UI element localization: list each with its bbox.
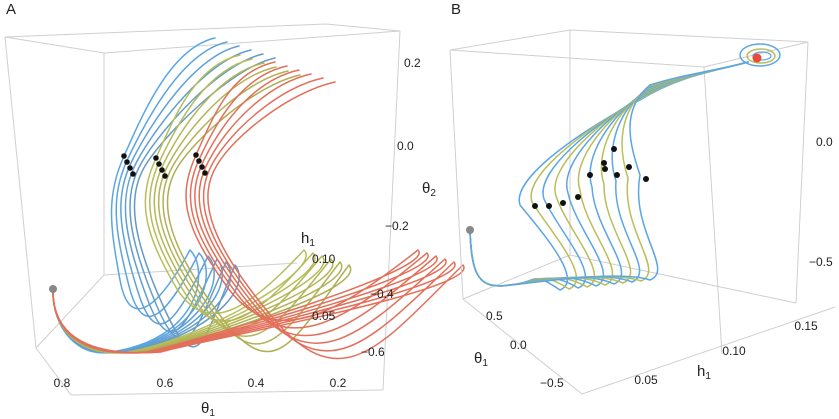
data-point — [546, 203, 552, 209]
data-point — [162, 173, 168, 179]
panel-b-theta1-ticks: 0.5 0.0 −0.5 — [486, 309, 564, 390]
data-point — [121, 153, 127, 159]
series-line — [52, 81, 465, 360]
data-point — [601, 160, 607, 166]
panel-b: B 0.0 −0.5 0.05 0.10 0.1 — [449, 1, 836, 395]
data-point — [643, 176, 649, 182]
tick-label: 0.5 — [486, 309, 503, 323]
panel-b-theta2-ticks: 0.0 −0.5 — [809, 135, 833, 269]
data-point — [614, 172, 620, 178]
panel-a-theta2-label: θ2 — [422, 180, 436, 199]
data-point — [587, 172, 593, 178]
panel-a-points — [121, 152, 208, 179]
panel-b-h1-label: h1 — [697, 363, 711, 382]
series-line — [469, 61, 749, 287]
tick-label: 0.15 — [794, 319, 818, 333]
series-line — [52, 53, 264, 354]
panel-a-label: A — [6, 1, 16, 18]
data-point — [602, 166, 608, 172]
panel-a-start-marker — [49, 285, 57, 293]
series-line — [469, 61, 749, 287]
tick-label: −0.5 — [809, 255, 833, 269]
tick-label: 0.0 — [816, 135, 833, 149]
data-point — [127, 165, 133, 171]
tick-label: 0.8 — [54, 376, 71, 390]
data-point — [153, 155, 159, 161]
data-point — [575, 194, 581, 200]
data-point — [124, 159, 130, 165]
panel-a-theta2-ticks: 0.2 0.0 −0.2 −0.4 −0.6 — [361, 56, 421, 359]
tick-label: 0.2 — [330, 376, 347, 390]
series-line — [469, 61, 749, 287]
data-point — [199, 164, 205, 170]
data-point — [202, 170, 208, 176]
tick-label: 0.10 — [722, 344, 746, 358]
tick-label: −0.6 — [361, 345, 385, 359]
series-line — [52, 41, 228, 354]
tick-label: −0.2 — [385, 219, 409, 233]
panel-b-h1-ticks: 0.05 0.10 0.15 — [634, 319, 818, 387]
data-point — [159, 167, 165, 173]
tick-label: 0.05 — [634, 373, 658, 387]
panel-a-theta1-label: θ1 — [201, 400, 215, 419]
panel-a: A 0.8 0.6 0.4 0.2 θ1 0.10 0.05 h1 — [4, 1, 465, 419]
panel-a-theta1-ticks: 0.8 0.6 0.4 0.2 — [54, 376, 347, 390]
data-point — [130, 171, 136, 177]
panel-a-h1-ticks: 0.10 0.05 — [312, 252, 336, 323]
tick-label: 0.6 — [157, 376, 174, 390]
data-point — [156, 161, 162, 167]
data-point — [193, 152, 199, 158]
data-point — [626, 164, 632, 170]
panel-b-label: B — [451, 1, 461, 18]
series-line — [469, 61, 749, 287]
series-line — [469, 61, 749, 287]
panel-b-curves — [469, 61, 749, 291]
panel-b-points — [532, 146, 649, 209]
tick-label: 0.05 — [312, 309, 336, 323]
panel-b-box — [449, 29, 836, 395]
tick-label: 0.10 — [312, 252, 336, 266]
data-point — [532, 203, 538, 209]
tick-label: 0.0 — [397, 139, 414, 153]
data-point — [560, 200, 566, 206]
tick-label: 0.0 — [510, 338, 527, 352]
panel-a-curves — [52, 37, 465, 360]
data-point — [611, 146, 617, 152]
data-point — [196, 158, 202, 164]
tick-label: 0.4 — [248, 376, 265, 390]
series-line — [469, 61, 749, 287]
panel-b-end-marker — [752, 53, 762, 63]
panel-b-start-marker — [466, 226, 474, 234]
tick-label: −0.5 — [540, 376, 564, 390]
series-line — [469, 61, 749, 287]
series-line — [52, 61, 420, 354]
panel-b-theta1-label: θ1 — [474, 350, 488, 369]
panel-a-h1-label: h1 — [301, 230, 315, 249]
panel-a-box — [4, 23, 401, 396]
tick-label: −0.4 — [370, 287, 394, 301]
tick-label: 0.2 — [404, 56, 421, 70]
